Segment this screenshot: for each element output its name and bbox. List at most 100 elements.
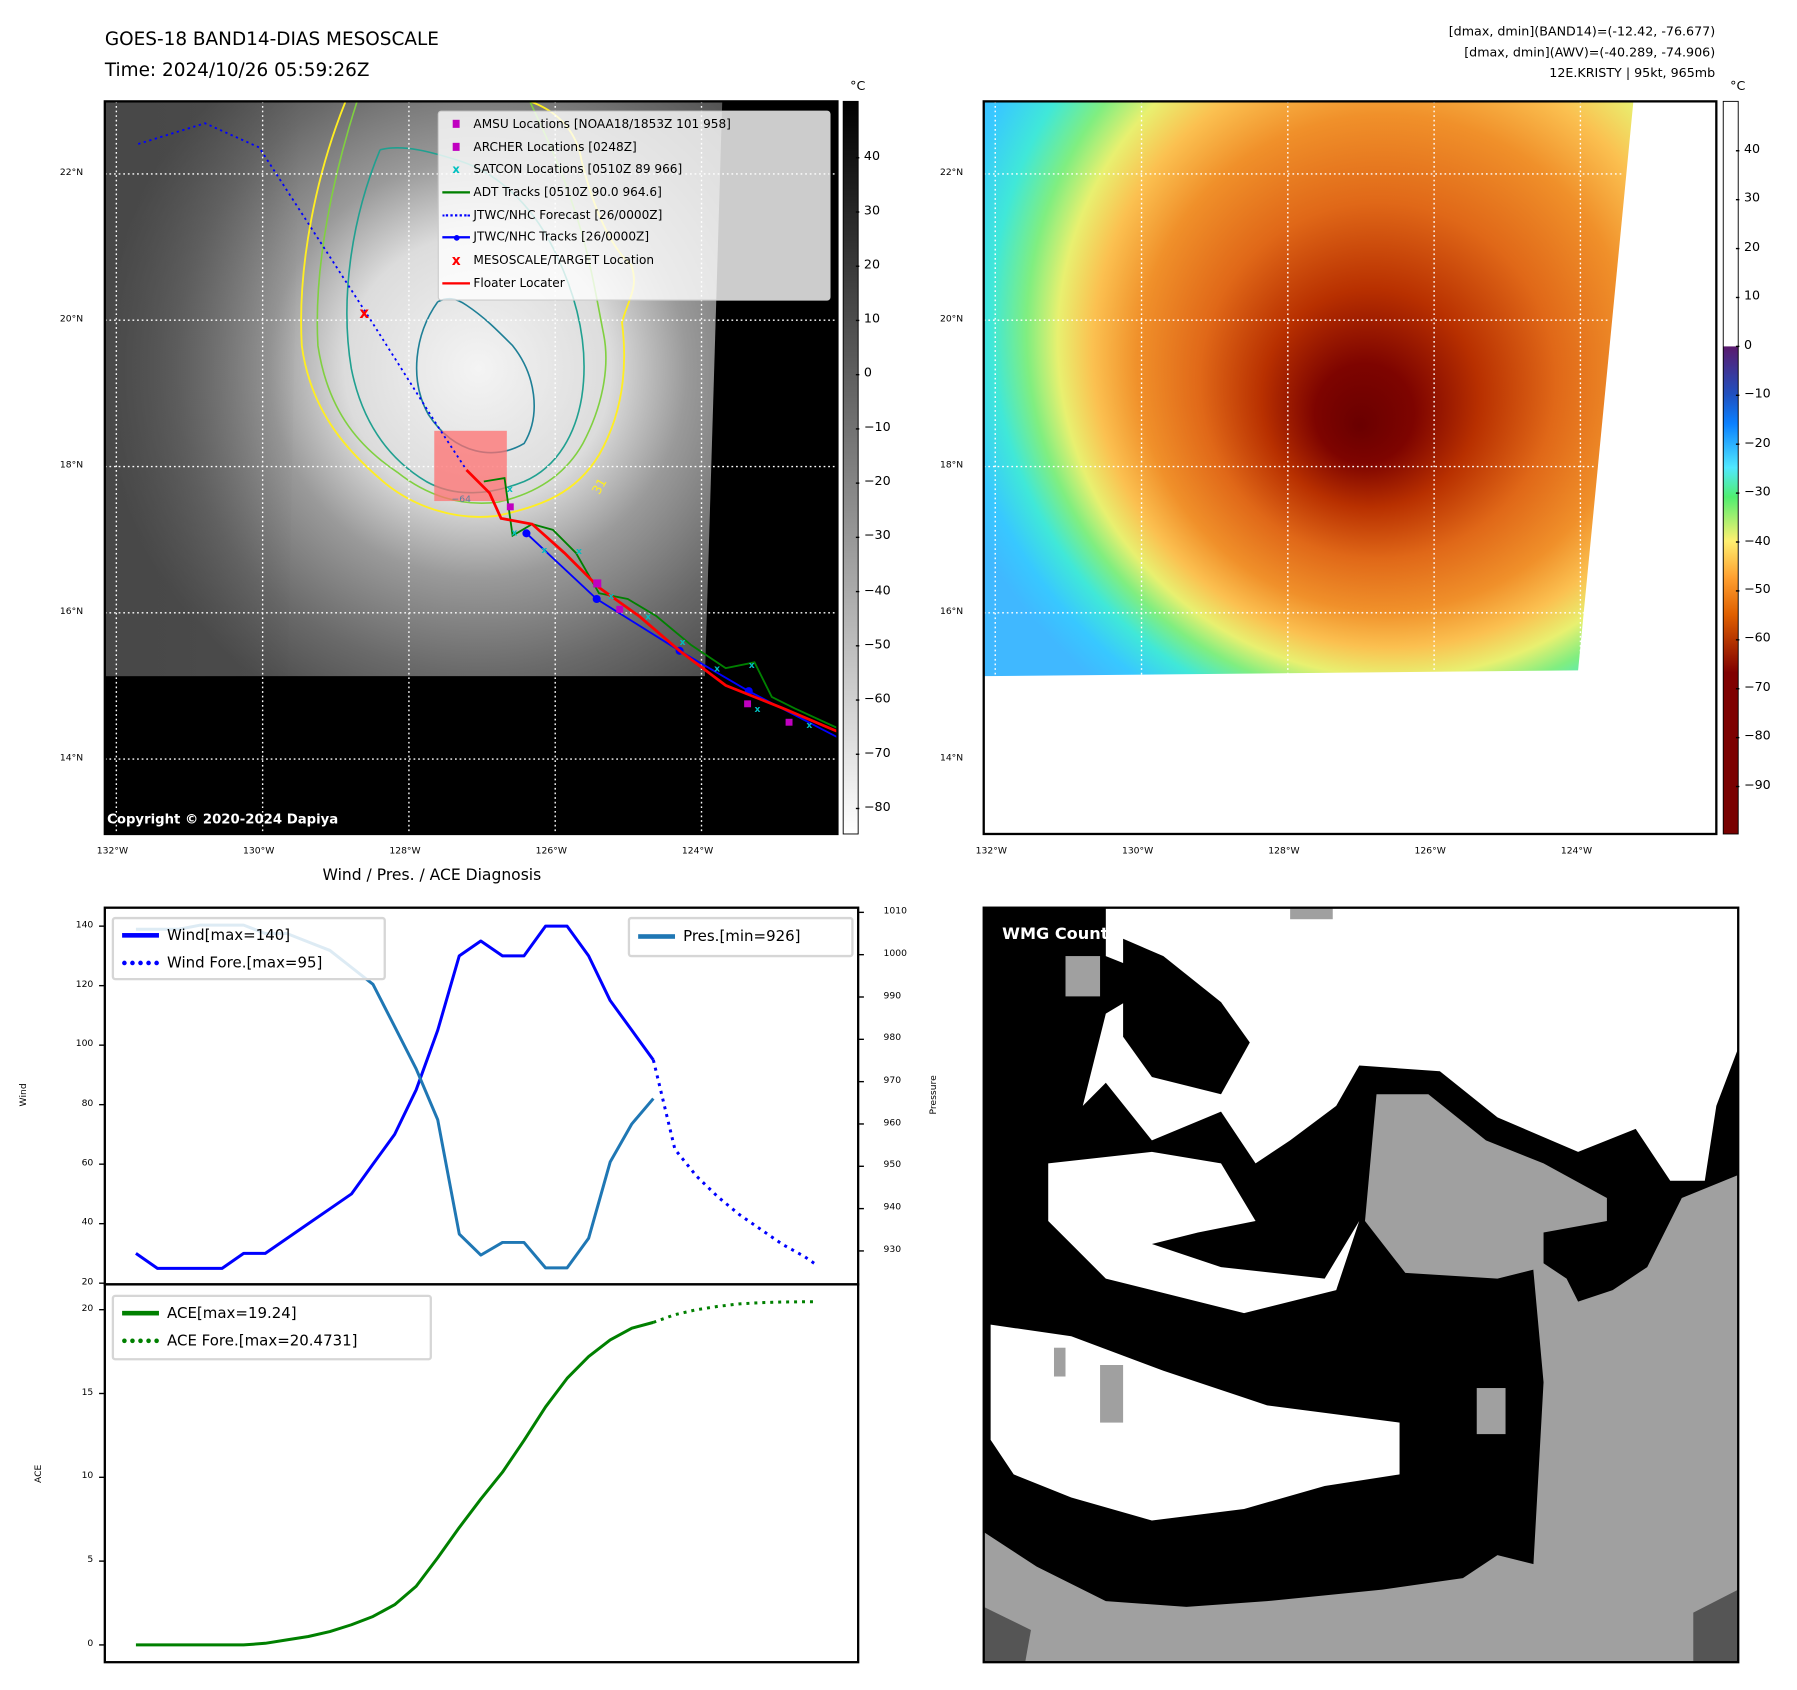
ace-axes — [103, 1283, 860, 1664]
magenta-square-icon — [439, 120, 474, 129]
ir-lon-label: 130°W — [243, 845, 275, 856]
ir-lon-label: 132°W — [96, 845, 129, 856]
ir-lon-label: 126°W — [535, 845, 567, 856]
stats-block: [dmax, dmin](BAND14)=(-12.42, -76.677) [… — [1449, 22, 1715, 84]
awv-colorbar-tick-label: −10 — [1743, 386, 1771, 402]
ir-lat-label: 20°N — [59, 313, 84, 324]
awv-lat-label: 14°N — [939, 752, 964, 763]
y-tick-label: 80 — [81, 1097, 94, 1109]
wmg-count-label: WMG Count: 0 — [1002, 924, 1132, 944]
y-right-tick-label: 990 — [883, 990, 902, 1001]
legend-label: AMSU Locations [NOAA18/1853Z 101 958] — [473, 117, 731, 132]
awv-gridlines — [983, 101, 1625, 677]
awv-colorbar-tick-label: 30 — [1743, 190, 1761, 206]
awv-colorbar-tick-label: 0 — [1743, 337, 1753, 353]
awv-colorbar-tick-label: −20 — [1743, 434, 1771, 450]
awv-lon-label: 132°W — [975, 845, 1007, 856]
ir-colorbar-tick-label: −50 — [863, 636, 891, 652]
legend-item-adt: ADT Tracks [0510Z 90.0 964.6] — [439, 181, 829, 204]
awv-colorbar-unit: °C — [1730, 78, 1746, 94]
y-tick-label: 60 — [81, 1157, 94, 1168]
ir-colorbar-tick-label: −30 — [863, 528, 891, 544]
y-tick-label: 20 — [81, 1276, 94, 1287]
awv-lat-label: 16°N — [939, 605, 964, 617]
legend-label: Pres.[min=926] — [683, 927, 801, 946]
magenta-square-icon — [439, 142, 474, 151]
y-tick-label: 120 — [75, 978, 94, 990]
ir-colorbar-tick-label: −80 — [863, 799, 891, 815]
y-right-tick-label: 970 — [883, 1074, 902, 1086]
cyan-x-icon: x — [452, 163, 460, 176]
series-line-ace — [135, 1320, 654, 1647]
mesoscale-box — [434, 430, 507, 502]
ir-colorbar-tick-label: 20 — [863, 256, 881, 272]
legend-label: JTWC/NHC Forecast [26/0000Z] — [473, 208, 663, 222]
svg-text:x: x — [608, 591, 614, 602]
awv-colorbar-tick-label: −60 — [1743, 630, 1771, 646]
ir-lat-label: 14°N — [59, 752, 84, 763]
legend-label: JTWC/NHC Tracks [26/0000Z] — [473, 230, 650, 245]
ir-colorbar-tick-label: −20 — [863, 473, 891, 489]
awv-colorbar-tick-label: −30 — [1743, 483, 1771, 499]
contour-label-2: 31 — [589, 475, 610, 496]
legend-label: ACE[max=19.24] — [167, 1304, 297, 1322]
legend-label: SATCON Locations [0510Z 89 966] — [473, 162, 683, 177]
blue-line-icon — [114, 933, 167, 938]
awv-colorbar-tick-label: −40 — [1743, 532, 1771, 548]
ir-colorbar-tick-label: −40 — [863, 582, 891, 598]
legend-item-target: x MESOSCALE/TARGET Location — [439, 249, 829, 272]
y-tick-label: 40 — [81, 1216, 94, 1228]
awv-lon-label: 128°W — [1268, 845, 1300, 856]
red-line-icon — [439, 281, 474, 285]
awv-lon-label: 130°W — [1121, 845, 1154, 856]
target-location-marker: x — [359, 304, 369, 322]
series-line-ace-fore — [652, 1300, 818, 1324]
awv-lat-label: 22°N — [939, 167, 964, 178]
legend-label: ACE Fore.[max=20.4731] — [167, 1332, 358, 1350]
legend-item-satcon: x SATCON Locations [0510Z 89 966] — [439, 158, 829, 181]
ir-lon-label: 124°W — [681, 845, 714, 856]
awv-colorbar-tick-label: 20 — [1743, 239, 1761, 255]
ir-lat-label: 16°N — [59, 605, 84, 617]
awv-colorbar-tick-label: −80 — [1743, 728, 1771, 744]
svg-text:x: x — [576, 546, 582, 557]
green-line-icon — [439, 191, 474, 194]
y-right-tick-label: 950 — [883, 1159, 902, 1170]
svg-text:x: x — [754, 704, 760, 715]
y-tick-label: 100 — [75, 1038, 94, 1049]
legend-label: MESOSCALE/TARGET Location — [473, 253, 655, 268]
stats-storm: 12E.KRISTY | 95kt, 965mb — [1549, 65, 1716, 81]
ir-colorbar-tick-label: −70 — [863, 745, 891, 761]
awv-lon-label: 126°W — [1414, 845, 1446, 856]
svg-text:x: x — [749, 660, 755, 671]
svg-text:x: x — [541, 545, 547, 556]
ir-colorbar-tick-label: 10 — [863, 311, 881, 327]
ir-colorbar-tick-label: 40 — [863, 148, 881, 164]
ir-colorbar-tick-label: 0 — [863, 365, 872, 381]
steelblue-line-icon — [630, 934, 683, 939]
legend-item-amsu: AMSU Locations [NOAA18/1853Z 101 958] — [439, 113, 829, 136]
y-right-tick-label: 980 — [883, 1032, 902, 1043]
awv-colorbar-tick-label: −90 — [1743, 777, 1771, 793]
satcon-markers: x x x x x x x x x x x — [507, 484, 812, 731]
svg-text:x: x — [806, 720, 812, 731]
red-x-icon: x — [451, 252, 461, 269]
series-line-wind-fore — [651, 1059, 819, 1267]
legend-item-floater: Floater Locater — [439, 272, 829, 295]
awv-lat-label: 18°N — [939, 459, 964, 470]
ace-axis-label: ACE — [32, 1464, 44, 1484]
y-right-tick-label: 960 — [883, 1117, 902, 1128]
ir-lat-label: 22°N — [59, 167, 84, 178]
floater-track — [465, 468, 838, 733]
ir-colorbar — [842, 100, 859, 835]
ace-legend: ACE[max=19.24] ACE Fore.[max=20.4731] — [111, 1294, 432, 1361]
ir-colorbar-tick-label: −10 — [863, 419, 891, 435]
svg-text:x: x — [714, 664, 720, 675]
y-right-tick-label: 930 — [883, 1244, 902, 1255]
ir-colorbar-tick-label: 30 — [863, 202, 881, 218]
legend-item-jtwc-tracks: JTWC/NHC Tracks [26/0000Z] — [439, 226, 829, 249]
blue-dotted-line-icon — [114, 960, 167, 966]
figure-title: GOES-18 BAND14-DIAS MESOSCALE — [104, 27, 439, 50]
stats-band14: [dmax, dmin](BAND14)=(-12.42, -76.677) — [1448, 24, 1716, 40]
